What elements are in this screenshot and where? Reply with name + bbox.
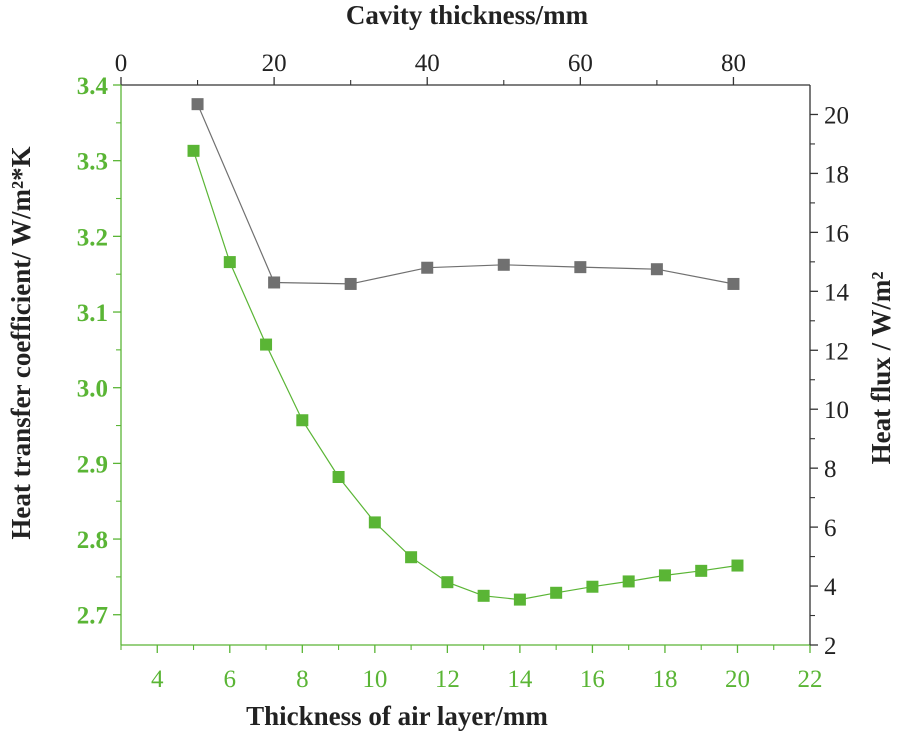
series-heat-flux	[191, 98, 740, 290]
data-point-marker	[260, 338, 273, 351]
right-tick-label: 20	[824, 102, 849, 129]
data-point-marker	[268, 276, 281, 289]
left-tick-label: 2.9	[77, 451, 108, 478]
data-point-marker	[191, 98, 204, 111]
data-point-marker	[368, 516, 381, 529]
data-point-marker	[650, 263, 663, 276]
right-tick-label: 18	[824, 161, 849, 188]
right-tick-label: 6	[824, 515, 837, 542]
data-point-marker	[658, 569, 671, 582]
series-layer	[187, 98, 744, 606]
left-tick-label: 3.1	[77, 300, 108, 327]
data-point-marker	[296, 414, 309, 427]
data-point-marker	[405, 551, 418, 564]
data-point-marker	[421, 261, 434, 274]
left-tick-label: 3.2	[77, 224, 108, 251]
data-point-marker	[513, 593, 526, 606]
data-point-marker	[344, 277, 357, 290]
bottom-axis-title: Thickness of air layer/mm	[246, 701, 548, 731]
data-point-marker	[441, 576, 454, 589]
data-point-marker	[332, 471, 345, 483]
data-point-marker	[550, 586, 563, 599]
bottom-tick-label: 8	[296, 666, 309, 693]
bottom-tick-label: 18	[652, 666, 677, 693]
left-tick-label: 3.3	[77, 149, 108, 176]
data-point-marker	[187, 144, 200, 157]
left-tick-label: 3.0	[77, 376, 108, 403]
left-tick-label: 3.4	[77, 73, 109, 100]
bottom-tick-label: 4	[151, 666, 164, 693]
top-tick-label: 40	[415, 50, 440, 77]
right-tick-label: 16	[824, 220, 849, 247]
data-point-marker	[622, 575, 635, 588]
data-point-marker	[574, 261, 587, 274]
right-tick-label: 14	[824, 279, 850, 306]
bottom-tick-label: 12	[435, 666, 460, 693]
right-tick-label: 8	[824, 456, 837, 483]
series-line	[197, 103, 734, 285]
bottom-tick-label: 22	[798, 666, 823, 693]
data-point-marker	[731, 559, 744, 572]
axis-tick-labels: 4 6 8 10 12 14 16 18 20 220 20 40 60 802.72.82.93.03.…	[77, 50, 850, 693]
data-point-marker	[727, 277, 740, 290]
left-tick-label: 2.8	[77, 527, 108, 554]
right-tick-label: 10	[824, 397, 849, 424]
top-tick-label: 80	[721, 50, 746, 77]
top-tick-label: 0	[115, 50, 128, 77]
bottom-tick-label: 6	[224, 666, 237, 693]
top-axis-title: Cavity thickness/mm	[346, 0, 589, 30]
bottom-tick-label: 20	[725, 666, 750, 693]
right-tick-label: 4	[824, 574, 837, 601]
right-axis-title: Heat flux / W/m²	[866, 272, 896, 465]
plot-frame	[120, 84, 811, 646]
data-point-marker	[223, 256, 236, 269]
data-point-marker	[586, 580, 599, 593]
data-point-marker	[497, 258, 510, 271]
left-axis-title: Heat transfer coefficient/ W/m²*K	[6, 146, 36, 539]
left-tick-label: 2.7	[77, 603, 108, 630]
axis-ticks	[113, 77, 818, 653]
bottom-tick-label: 10	[362, 666, 387, 693]
top-tick-label: 20	[262, 50, 287, 77]
right-tick-label: 2	[824, 633, 837, 660]
data-point-marker	[477, 589, 490, 602]
bottom-tick-label: 14	[507, 666, 533, 693]
bottom-tick-label: 16	[580, 666, 605, 693]
data-point-marker	[695, 564, 708, 577]
series-line	[192, 150, 738, 601]
series-heat-transfer-coefficient	[187, 144, 744, 606]
right-tick-label: 12	[824, 338, 849, 365]
top-tick-label: 60	[568, 50, 593, 77]
